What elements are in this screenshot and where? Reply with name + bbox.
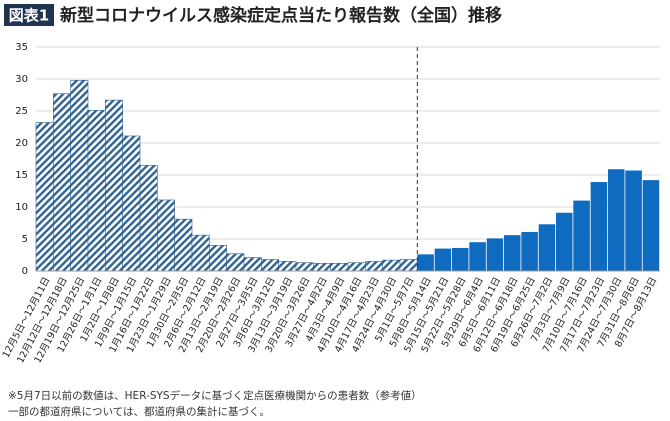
bar <box>347 262 366 272</box>
y-tick-label: 15 <box>15 170 28 181</box>
bar <box>573 200 590 271</box>
bar <box>226 253 245 272</box>
bar <box>382 259 401 272</box>
title-tag: 図表1 <box>9 7 49 25</box>
bar <box>53 93 71 272</box>
y-tick-label: 10 <box>15 202 28 213</box>
bar <box>209 245 227 272</box>
bar <box>261 259 279 272</box>
y-tick-label: 5 <box>22 234 28 245</box>
bar <box>365 261 383 272</box>
bar <box>139 165 158 272</box>
bar <box>122 135 141 272</box>
bar <box>486 238 504 271</box>
y-tick-label: 25 <box>15 106 28 117</box>
bar <box>608 169 625 271</box>
footnote: 一部の都道府県については、都道府県の集計に基づく。 <box>8 405 270 418</box>
bar <box>313 263 331 272</box>
bar <box>469 242 486 271</box>
bar <box>590 182 608 271</box>
y-tick-label: 30 <box>15 74 28 85</box>
bar <box>504 235 521 271</box>
title-tag-box <box>4 4 54 26</box>
bar <box>157 199 175 272</box>
bar <box>87 110 106 272</box>
bar <box>556 212 573 271</box>
bar <box>538 224 556 271</box>
y-tick-label: 20 <box>15 138 28 149</box>
bar <box>417 254 434 271</box>
bar <box>452 247 469 271</box>
bar <box>295 262 314 272</box>
bar <box>434 248 452 271</box>
footnote: ※5月7日以前の数値は、HER-SYSデータに基づく定点医療機関からの患者数（参… <box>8 389 422 402</box>
bar <box>70 79 89 272</box>
bar <box>105 99 123 272</box>
y-tick-label: 0 <box>22 266 28 277</box>
bar <box>330 263 349 272</box>
bar <box>278 261 297 272</box>
bar <box>174 218 193 272</box>
bar <box>642 180 660 271</box>
y-tick-label: 35 <box>15 42 28 53</box>
chart-title: 新型コロナウイルス感染症定点当たり報告数（全国）推移 <box>60 5 502 26</box>
bar <box>625 170 642 271</box>
bar <box>399 259 418 272</box>
bar <box>35 122 54 272</box>
bar <box>191 234 210 272</box>
bar <box>521 231 538 271</box>
bar <box>243 257 262 272</box>
